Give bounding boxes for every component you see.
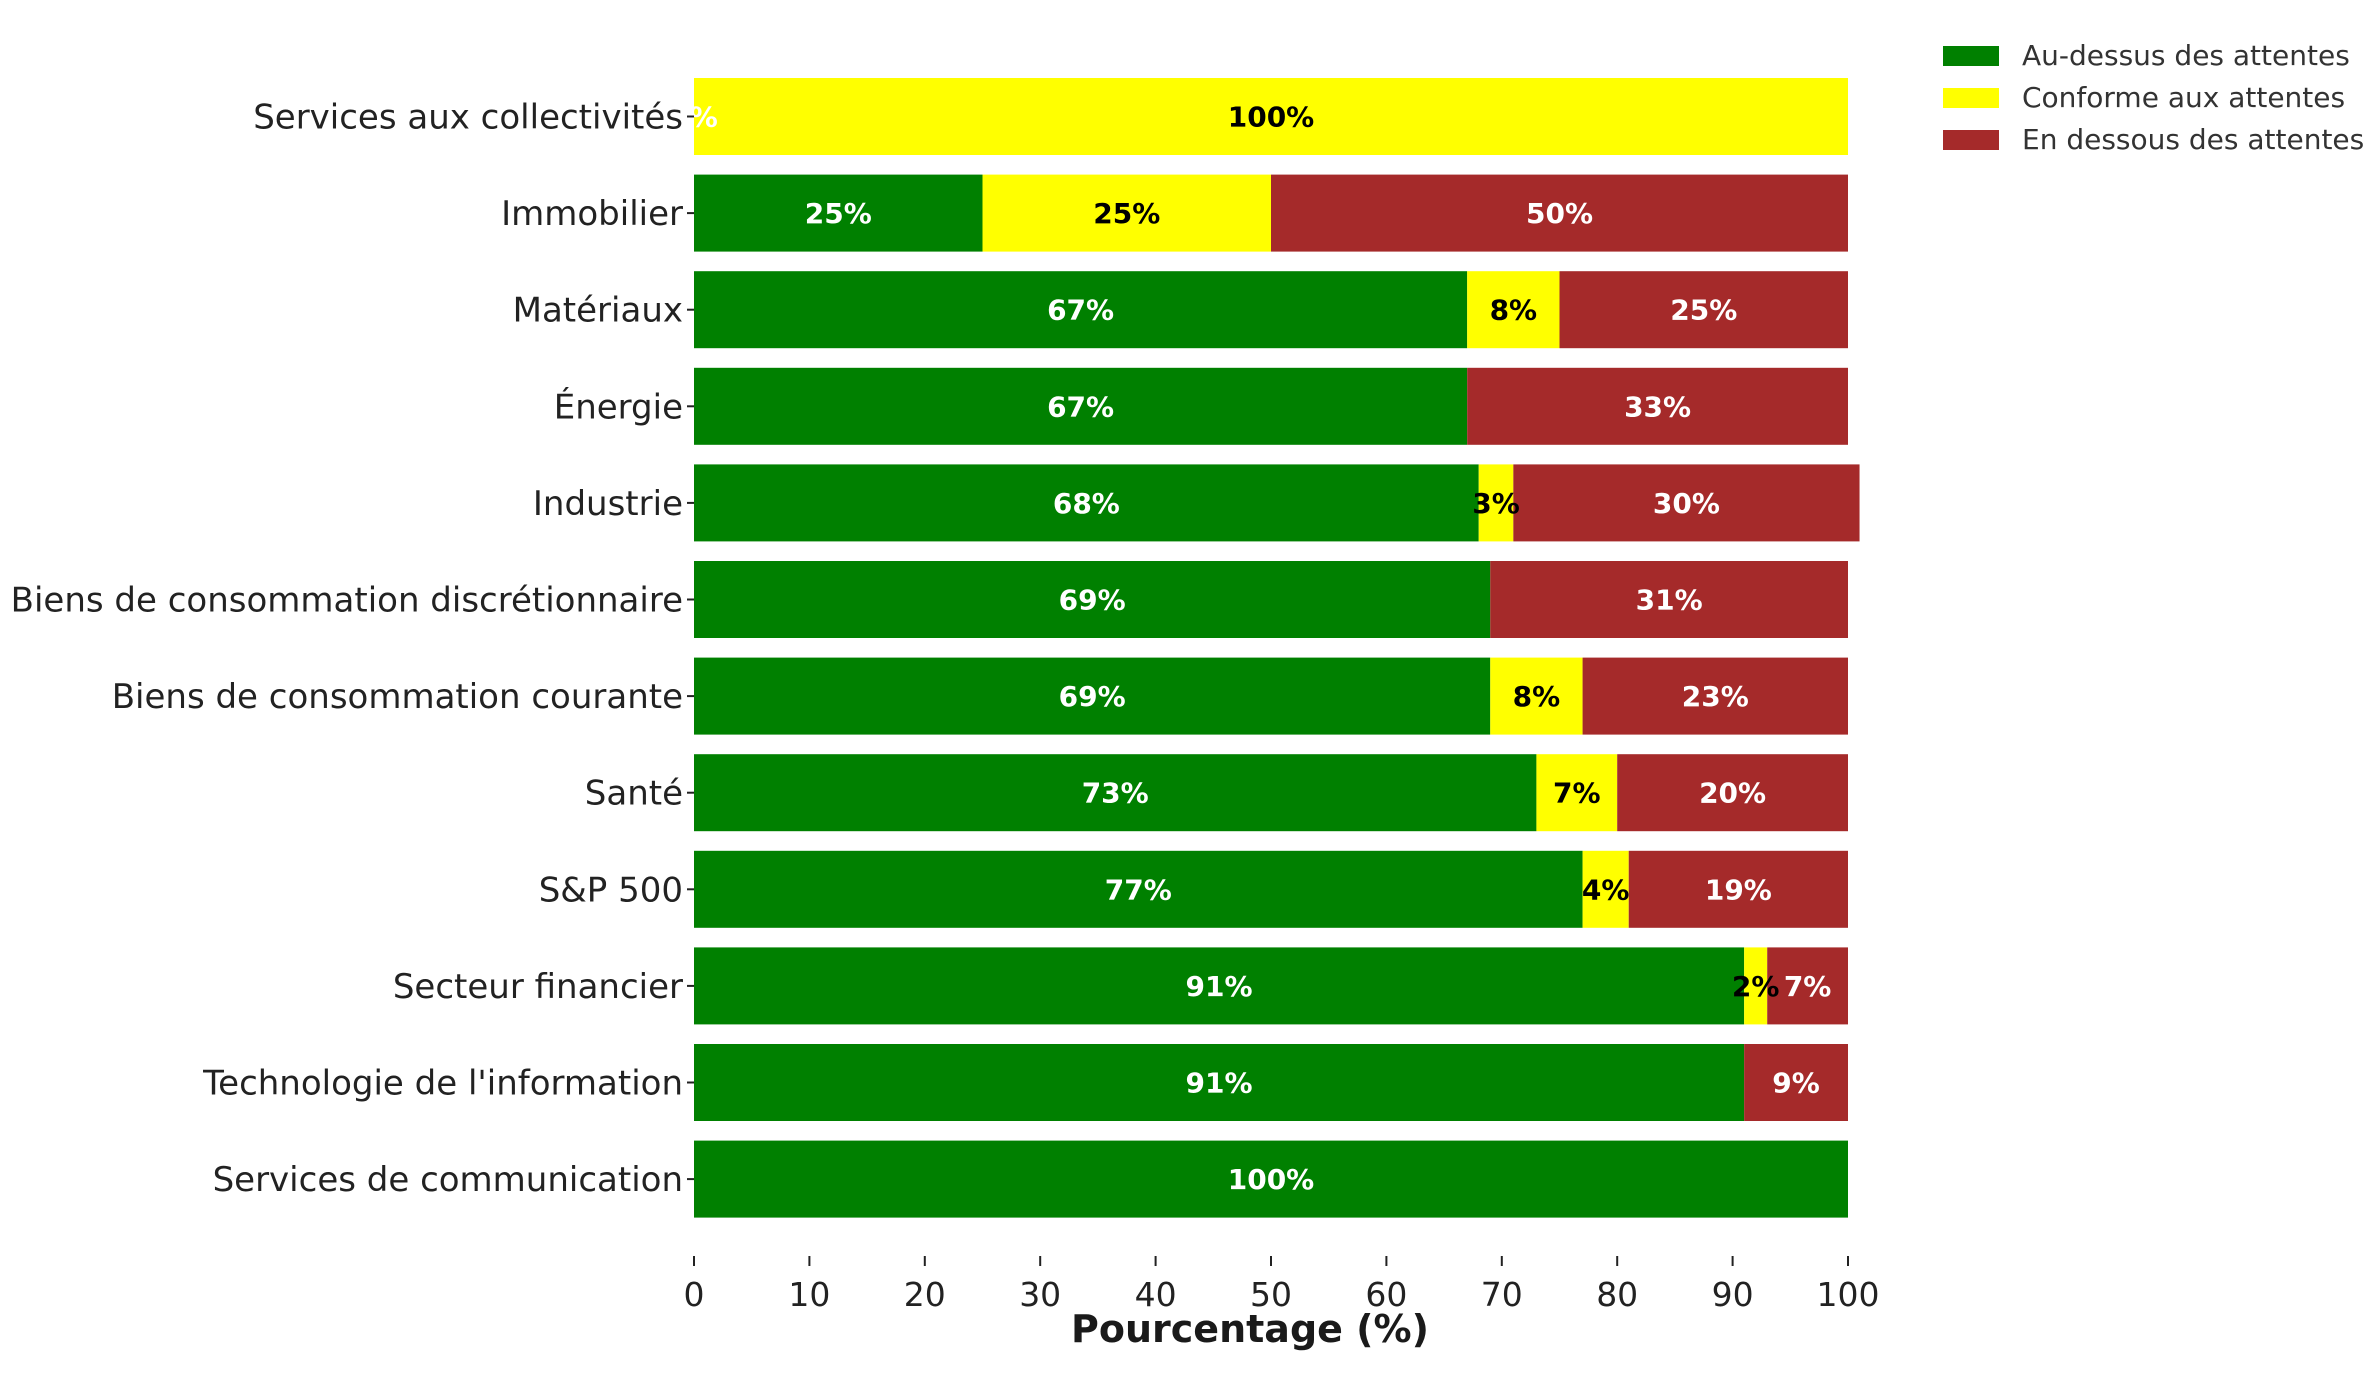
data-label: 69% <box>1059 680 1126 713</box>
data-label: 30% <box>1653 487 1720 520</box>
bar-segment <box>1744 947 1768 1025</box>
category-label: Services de communication <box>213 1160 683 1200</box>
data-label: 91% <box>1186 970 1253 1003</box>
bar-segment <box>1490 657 1583 735</box>
data-label: 9% <box>1772 1067 1820 1100</box>
bar-segment <box>1467 367 1848 445</box>
data-label: 91% <box>1186 1067 1253 1100</box>
data-label: 100% <box>1228 101 1315 134</box>
legend-swatch <box>1943 130 1999 150</box>
data-label: 3% <box>1472 487 1520 520</box>
x-axis: 0 10 20 30 40 50 60 70 80 90 100 <box>684 115 1880 1314</box>
data-label: 68% <box>1053 487 1120 520</box>
bar-segment <box>694 464 1479 542</box>
x-tick-label: 40 <box>1135 1275 1177 1314</box>
data-label: 33% <box>1624 390 1691 423</box>
category-label: Santé <box>585 774 683 814</box>
bar-segment <box>694 947 1745 1025</box>
data-label: 73% <box>1082 777 1149 810</box>
bars-layer <box>694 78 1860 1218</box>
bar-segment <box>1582 850 1629 928</box>
bar-segment <box>694 367 1468 445</box>
data-label: 25% <box>805 197 872 230</box>
data-label: 69% <box>1059 584 1126 617</box>
data-label: 100% <box>1228 1163 1315 1196</box>
bar-segment <box>1467 271 1560 349</box>
data-label: 19% <box>1705 873 1772 906</box>
x-tick-label: 50 <box>1250 1275 1292 1314</box>
category-label: Services aux collectivités <box>253 98 683 138</box>
bar-segment <box>1767 947 1848 1025</box>
category-label: Technologie de l'information <box>202 1064 683 1104</box>
category-label: Secteur financier <box>393 967 683 1007</box>
bar-segment <box>1559 271 1848 349</box>
data-label: 7% <box>1553 777 1601 810</box>
category-label: Énergie <box>554 386 683 427</box>
legend-swatch <box>1943 88 1999 108</box>
legend-swatch <box>1943 46 1999 66</box>
category-label: Industrie <box>533 484 683 524</box>
x-tick-label: 20 <box>904 1275 946 1314</box>
category-label: Biens de consommation discrétionnaire <box>11 581 683 621</box>
data-label: 20% <box>1699 777 1766 810</box>
legend-item-label: Au-dessus des attentes <box>2022 39 2350 72</box>
bar-segment <box>1513 464 1860 542</box>
bar-segment <box>1617 754 1848 832</box>
data-label: 2% <box>1732 970 1780 1003</box>
data-label: 77% <box>1105 873 1172 906</box>
bar-segment <box>694 754 1537 832</box>
x-tick-label: 90 <box>1712 1275 1754 1314</box>
category-label: Biens de consommation courante <box>112 677 683 717</box>
bar-segment <box>694 78 1848 155</box>
data-label: 31% <box>1636 584 1703 617</box>
x-tick-label: 10 <box>788 1275 830 1314</box>
data-label: 8% <box>1490 294 1538 327</box>
data-label: 25% <box>1670 294 1737 327</box>
x-axis-title: Pourcentage (%) <box>1071 1307 1429 1351</box>
data-label: 25% <box>1093 197 1160 230</box>
x-tick-label: 60 <box>1365 1275 1407 1314</box>
data-label: 8% <box>1513 680 1561 713</box>
category-labels: Services aux collectivités Immobilier Maté… <box>11 98 683 1201</box>
data-label: 67% <box>1047 294 1114 327</box>
bar-segment <box>1744 1044 1848 1121</box>
x-tick-label: 80 <box>1596 1275 1638 1314</box>
data-label: 4% <box>1582 873 1630 906</box>
bar-segment <box>694 850 1583 928</box>
legend: Au-dessus des attentes Conforme aux atten… <box>1943 39 2364 156</box>
category-label: Immobilier <box>501 194 683 234</box>
bar-segment <box>694 1044 1745 1121</box>
data-label: 23% <box>1682 680 1749 713</box>
bar-segment <box>694 271 1468 349</box>
x-tick-label: 70 <box>1481 1275 1523 1314</box>
bar-segment <box>1628 850 1848 928</box>
bar-segment <box>1271 174 1848 252</box>
legend-item-label: En dessous des attentes <box>2022 123 2364 156</box>
bar-segment <box>694 561 1491 638</box>
x-tick-label: 30 <box>1019 1275 1061 1314</box>
bar-segment <box>1536 754 1618 832</box>
bar-segment <box>694 174 983 252</box>
bar-segment <box>982 174 1271 252</box>
bar-segment <box>1582 657 1848 735</box>
bar-segment <box>1478 464 1514 542</box>
legend-item-label: Conforme aux attentes <box>2022 81 2345 114</box>
bar-segment <box>694 657 1491 735</box>
category-label: Matériaux <box>513 291 683 331</box>
bar-segment <box>1490 561 1848 638</box>
data-labels-layer: 0% 100%25% 25% 50%67% 8% 25%67% 33%68% 3% 30%69%… <box>670 101 1831 1197</box>
data-label: 50% <box>1526 197 1593 230</box>
data-label: 67% <box>1047 390 1114 423</box>
bar-segment <box>694 1140 1848 1218</box>
x-tick-label: 0 <box>684 1275 705 1314</box>
data-label: 7% <box>1784 970 1832 1003</box>
x-tick-label: 100 <box>1817 1275 1880 1314</box>
category-label: S&P 500 <box>539 870 683 910</box>
